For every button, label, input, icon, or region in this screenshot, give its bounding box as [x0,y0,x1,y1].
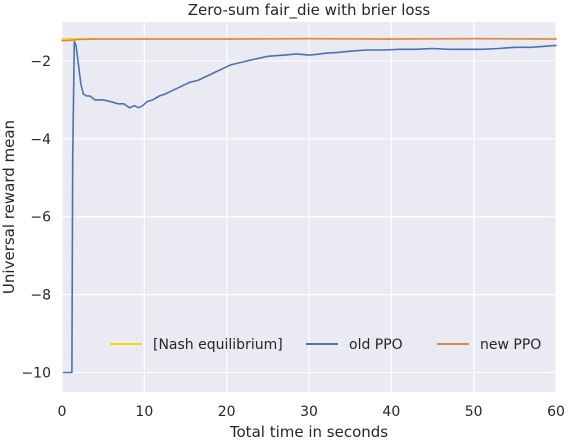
legend-entry-label: new PPO [480,337,541,353]
legend: [Nash equilibrium] old PPO new PPO [110,337,541,353]
series-line-1 [62,40,557,374]
y-axis-label: Universal reward mean [0,120,18,294]
legend-entry-label: old PPO [349,337,403,353]
y-tick-labels: −10 −8 −6 −4 −2 [21,54,51,382]
x-tick-label: 40 [382,404,400,420]
y-tick-label: −4 [30,132,51,148]
y-tick-label: −8 [30,288,51,304]
x-tick-label: 10 [135,404,153,420]
series-lines [61,37,557,374]
x-tick-label: 0 [58,404,67,420]
y-tick-label: −10 [21,366,51,382]
x-tick-label: 30 [300,404,318,420]
x-tick-label: 20 [218,404,236,420]
y-tick-label: −2 [30,54,51,70]
chart-title: Zero-sum fair_die with brier loss [188,1,431,20]
x-tick-labels: 0 10 20 30 40 50 60 [58,404,565,420]
grid [61,22,557,392]
series-line-2 [61,37,557,42]
legend-entry-label: [Nash equilibrium] [153,337,283,353]
x-tick-label: 60 [547,404,565,420]
x-tick-label: 50 [465,404,483,420]
y-tick-label: −6 [30,210,51,226]
x-axis-label: Total time in seconds [229,423,388,441]
